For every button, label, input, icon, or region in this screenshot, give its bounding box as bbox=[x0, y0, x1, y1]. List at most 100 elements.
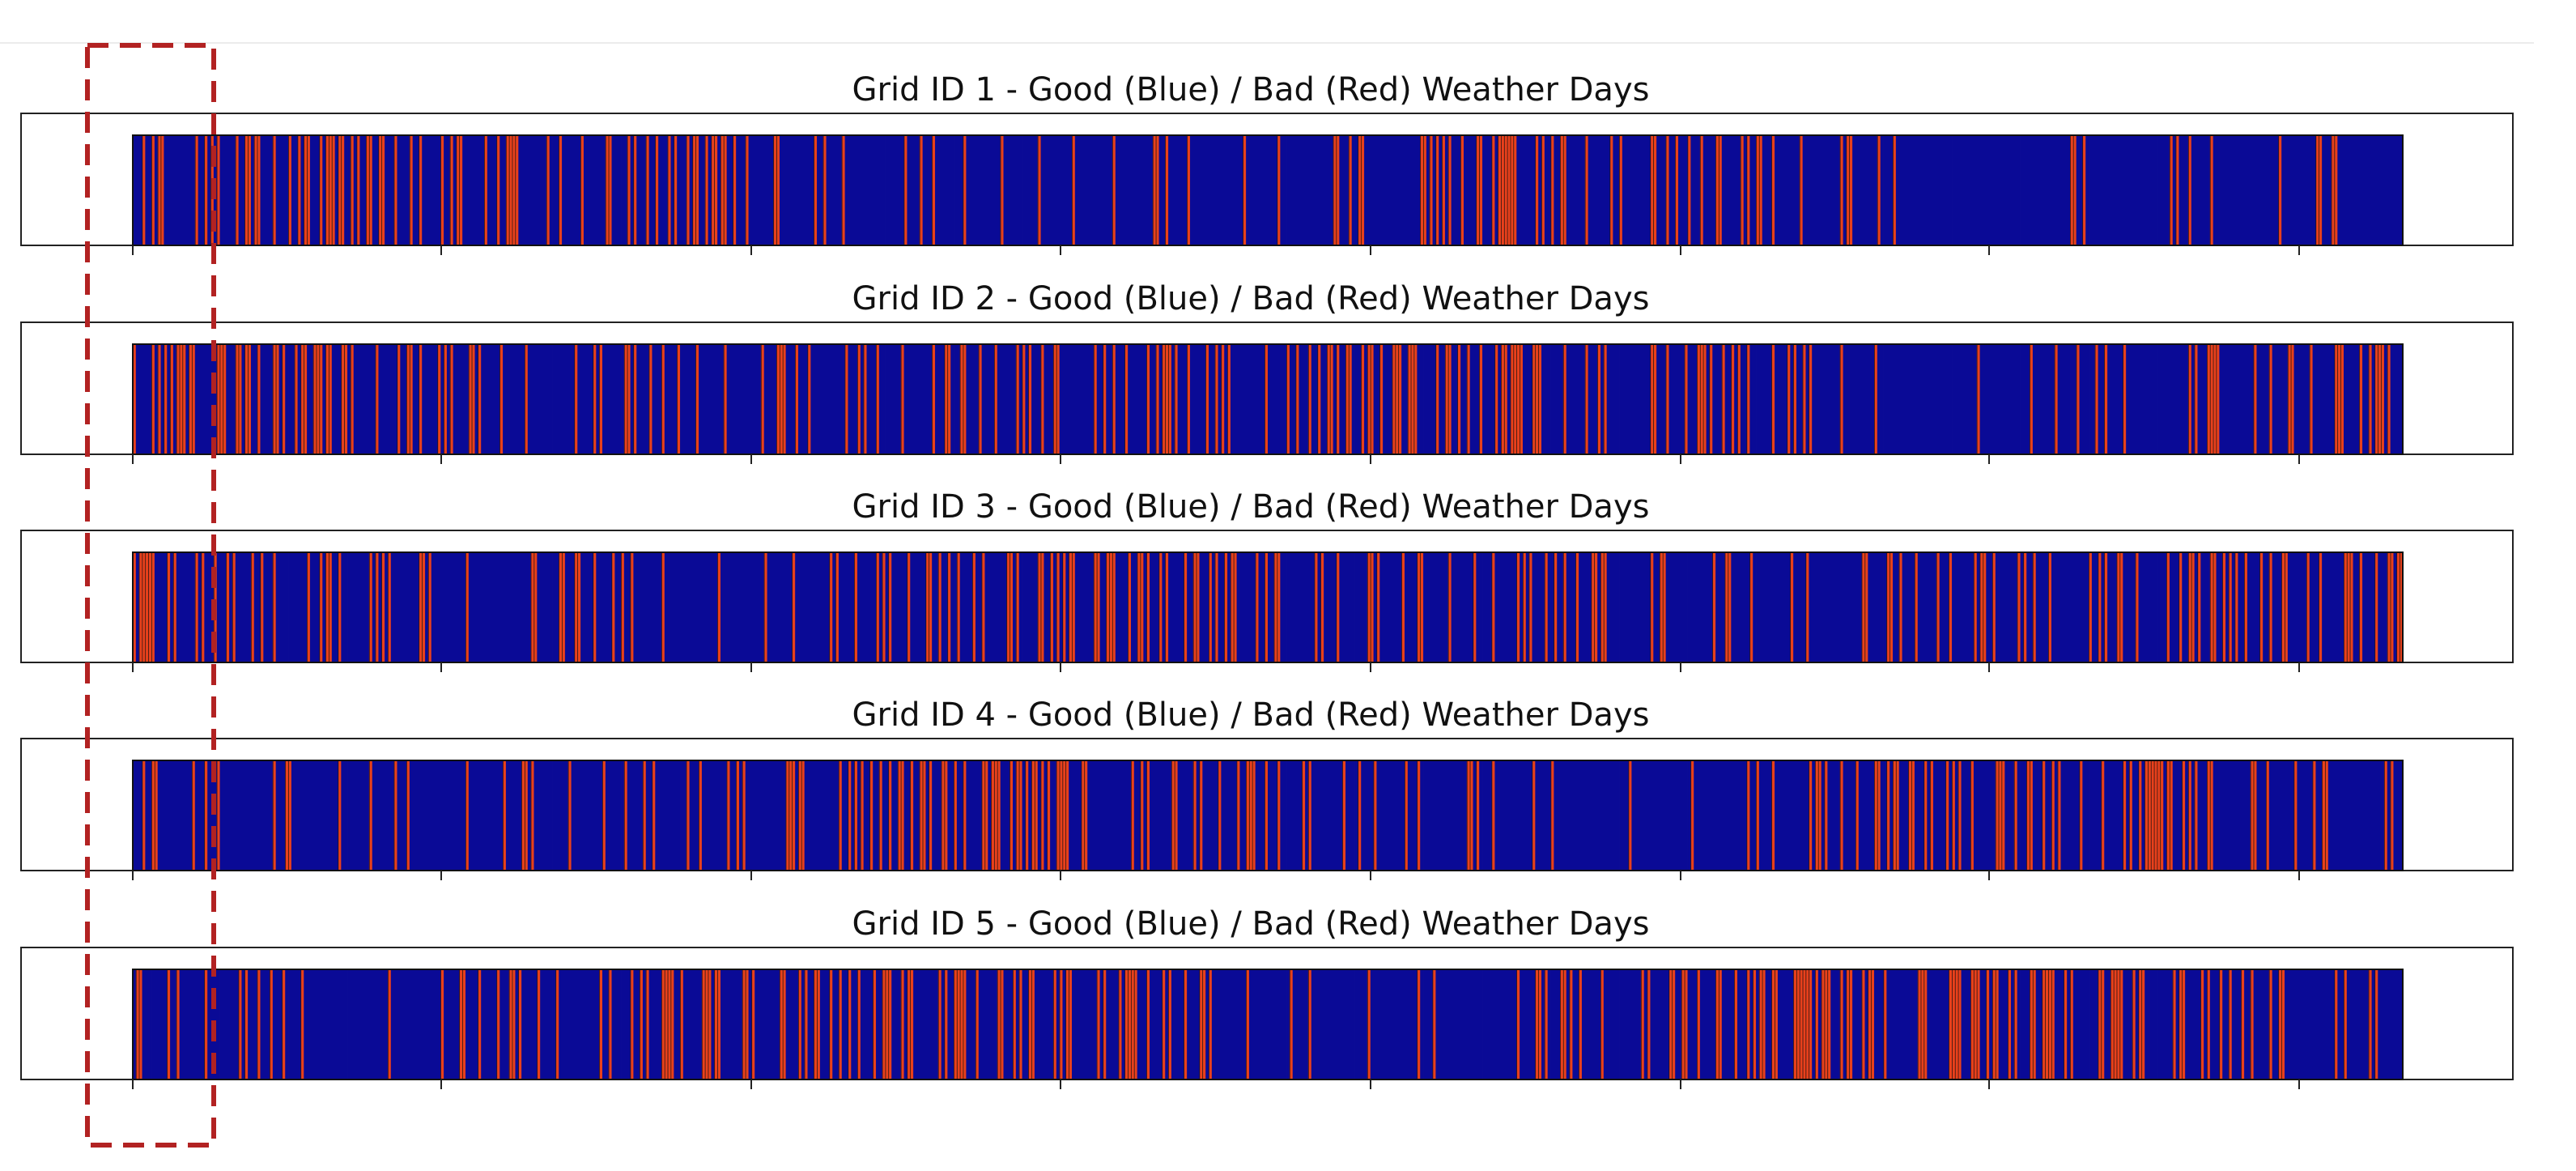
good-day-bar bbox=[593, 760, 597, 871]
bar-edge bbox=[151, 552, 152, 662]
bar-edge bbox=[645, 135, 647, 245]
good-day-bar bbox=[2216, 135, 2220, 245]
bad-day-bar bbox=[1799, 969, 1804, 1079]
good-day-bar bbox=[1405, 969, 1409, 1079]
good-day-bar bbox=[692, 760, 696, 871]
bad-day-bar bbox=[593, 344, 597, 454]
good-day-bar bbox=[1834, 135, 1838, 245]
good-day-bar bbox=[1311, 552, 1316, 662]
bad-day-bar bbox=[1949, 969, 1953, 1079]
bar-edge bbox=[1277, 760, 1278, 871]
good-day-bar bbox=[496, 344, 500, 454]
bad-day-bar bbox=[1699, 344, 1704, 454]
bad-day-bar bbox=[686, 135, 690, 245]
good-day-bar bbox=[1790, 344, 1794, 454]
good-day-bar bbox=[412, 969, 416, 1079]
bar-edge bbox=[319, 552, 321, 662]
good-day-bar bbox=[1510, 969, 1514, 1079]
good-day-bar bbox=[1895, 344, 1900, 454]
good-day-bar bbox=[1025, 969, 1029, 1079]
good-day-bar bbox=[213, 344, 218, 454]
bar-edge bbox=[2104, 344, 2105, 454]
good-day-bar bbox=[1864, 760, 1868, 871]
good-day-bar bbox=[1579, 760, 1583, 871]
good-day-bar bbox=[2275, 552, 2279, 662]
good-day-bar bbox=[172, 969, 177, 1079]
good-day-bar bbox=[1895, 135, 1900, 245]
bar-edge bbox=[440, 969, 441, 1079]
good-day-bar bbox=[1787, 760, 1791, 871]
bad-day-bar bbox=[194, 552, 199, 662]
good-day-bar bbox=[1942, 552, 1946, 662]
good-day-bar bbox=[1522, 969, 1527, 1079]
bar-edge bbox=[1507, 135, 1508, 245]
good-day-bar bbox=[1398, 135, 1402, 245]
good-day-bar bbox=[767, 344, 771, 454]
good-day-bar bbox=[1081, 552, 1085, 662]
good-day-bar bbox=[801, 969, 806, 1079]
good-day-bar bbox=[1052, 552, 1057, 662]
bar-edge bbox=[216, 135, 218, 245]
good-day-bar bbox=[453, 135, 457, 245]
bad-day-bar bbox=[1923, 969, 1928, 1079]
bar-edge bbox=[1871, 969, 1872, 1079]
bar-edge bbox=[742, 969, 743, 1079]
bad-day-bar bbox=[1199, 969, 1203, 1079]
good-day-bar bbox=[695, 760, 699, 871]
bar-edge bbox=[1824, 969, 1826, 1079]
bad-day-bar bbox=[304, 135, 308, 245]
good-day-bar bbox=[720, 969, 725, 1079]
bad-day-bar bbox=[2101, 760, 2105, 871]
good-day-bar bbox=[2166, 969, 2170, 1079]
good-day-bar bbox=[142, 344, 146, 454]
good-day-bar bbox=[189, 760, 193, 871]
bar-edge bbox=[1562, 135, 1564, 245]
good-day-bar bbox=[1852, 344, 1856, 454]
bad-day-bar bbox=[325, 135, 329, 245]
good-day-bar bbox=[1927, 344, 1931, 454]
bar-edge bbox=[533, 552, 535, 662]
bad-day-bar bbox=[661, 969, 665, 1079]
good-day-bar bbox=[2383, 344, 2388, 454]
good-day-bar bbox=[1668, 552, 1673, 662]
good-day-bar bbox=[2187, 969, 2192, 1079]
good-day-bar bbox=[257, 760, 261, 871]
bad-day-bar bbox=[1289, 969, 1294, 1079]
good-day-bar bbox=[2023, 135, 2027, 245]
good-day-bar bbox=[1516, 760, 1520, 871]
good-day-bar bbox=[1000, 760, 1004, 871]
good-day-bar bbox=[1905, 135, 1909, 245]
bad-day-bar bbox=[1417, 760, 1421, 871]
good-day-bar bbox=[1979, 969, 1983, 1079]
good-day-bar bbox=[2094, 552, 2098, 662]
bad-day-bar bbox=[779, 969, 784, 1079]
bad-day-bar bbox=[1128, 552, 1132, 662]
bar-edge bbox=[1861, 969, 1863, 1079]
good-day-bar bbox=[835, 344, 840, 454]
bar-edge bbox=[2138, 760, 2140, 871]
good-day-bar bbox=[1581, 135, 1586, 245]
good-day-bar bbox=[226, 135, 230, 245]
good-day-bar bbox=[176, 135, 181, 245]
good-day-bar bbox=[1914, 760, 1919, 871]
good-day-bar bbox=[2356, 344, 2360, 454]
bad-day-bar bbox=[319, 344, 323, 454]
good-day-bar bbox=[1880, 135, 1884, 245]
bar-edge bbox=[1771, 135, 1772, 245]
bad-day-bar bbox=[1513, 135, 1517, 245]
bar-edge bbox=[1699, 344, 1701, 454]
good-day-bar bbox=[2011, 552, 2015, 662]
good-day-bar bbox=[2331, 552, 2335, 662]
good-day-bar bbox=[1376, 760, 1380, 871]
good-day-bar bbox=[726, 969, 730, 1079]
good-day-bar bbox=[925, 135, 929, 245]
good-day-bar bbox=[623, 135, 628, 245]
bar-edge bbox=[257, 969, 258, 1079]
good-day-bar bbox=[1560, 552, 1564, 662]
bad-day-bar bbox=[1958, 969, 1962, 1079]
good-day-bar bbox=[627, 552, 631, 662]
good-day-bar bbox=[453, 344, 457, 454]
bad-day-bar bbox=[331, 135, 336, 245]
good-day-bar bbox=[1992, 135, 1996, 245]
good-day-bar bbox=[599, 135, 603, 245]
